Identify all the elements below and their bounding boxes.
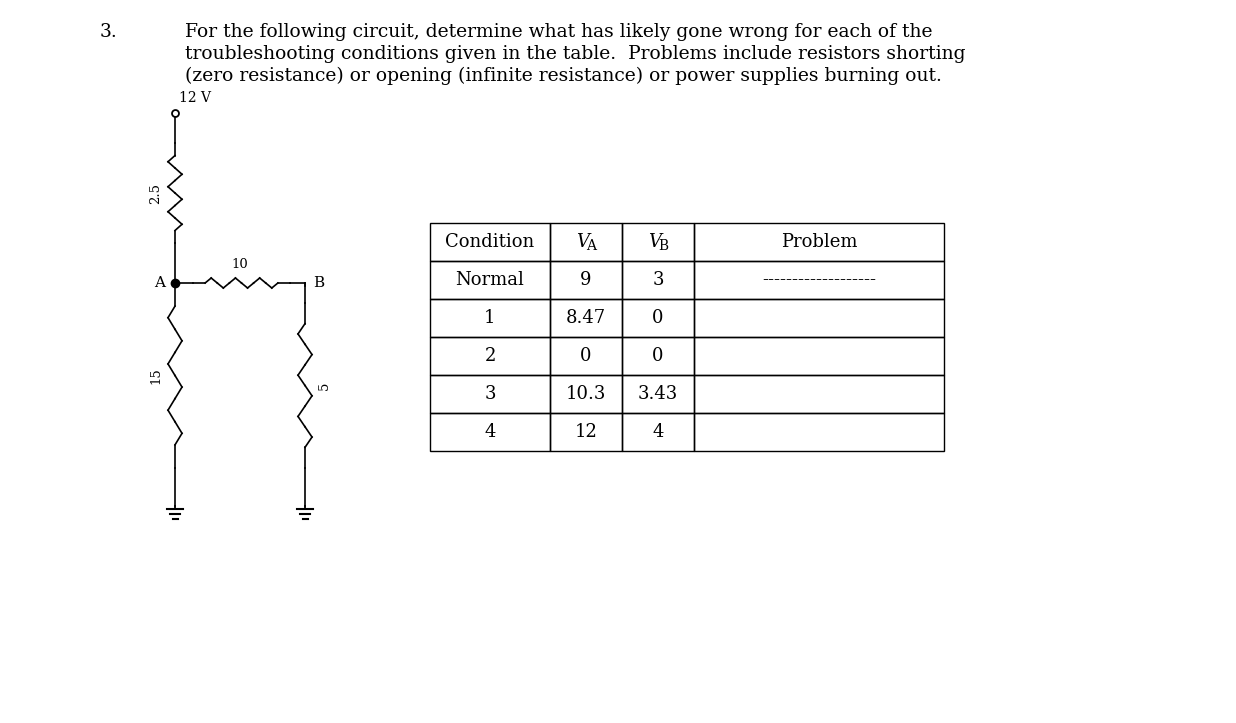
Text: 15: 15 xyxy=(150,367,162,384)
Text: 0: 0 xyxy=(580,347,592,365)
Bar xyxy=(622,261,693,299)
Text: 4: 4 xyxy=(653,423,664,441)
Text: B: B xyxy=(313,276,324,290)
Text: Condition: Condition xyxy=(445,233,535,251)
Bar xyxy=(550,223,622,261)
Text: 4: 4 xyxy=(485,423,496,441)
Text: V: V xyxy=(649,233,661,251)
Bar xyxy=(430,261,550,299)
Text: 2.5: 2.5 xyxy=(150,182,162,203)
Bar xyxy=(550,337,622,375)
Text: 8.47: 8.47 xyxy=(566,309,606,327)
Bar xyxy=(693,337,944,375)
Bar xyxy=(622,337,693,375)
Text: 1: 1 xyxy=(485,309,496,327)
Bar xyxy=(550,261,622,299)
Text: 3.43: 3.43 xyxy=(638,385,679,403)
Text: B: B xyxy=(658,239,669,253)
Text: Problem: Problem xyxy=(781,233,858,251)
Text: 3.: 3. xyxy=(100,23,117,41)
Text: A: A xyxy=(586,239,596,253)
Bar xyxy=(693,413,944,451)
Bar xyxy=(622,299,693,337)
Text: -------------------: ------------------- xyxy=(763,271,876,289)
Bar xyxy=(622,413,693,451)
Text: 5: 5 xyxy=(318,381,331,390)
Text: troubleshooting conditions given in the table.  Problems include resistors short: troubleshooting conditions given in the … xyxy=(185,45,965,63)
Text: 9: 9 xyxy=(580,271,592,289)
Text: (zero resistance) or opening (infinite resistance) or power supplies burning out: (zero resistance) or opening (infinite r… xyxy=(185,67,942,85)
Bar xyxy=(430,375,550,413)
Text: 12: 12 xyxy=(575,423,597,441)
Text: 0: 0 xyxy=(653,309,664,327)
Text: A: A xyxy=(154,276,164,290)
Text: 2: 2 xyxy=(485,347,496,365)
Text: 3: 3 xyxy=(653,271,664,289)
Bar xyxy=(693,223,944,261)
Bar xyxy=(622,223,693,261)
Bar xyxy=(430,223,550,261)
Text: 3: 3 xyxy=(485,385,496,403)
Text: Normal: Normal xyxy=(456,271,524,289)
Text: For the following circuit, determine what has likely gone wrong for each of the: For the following circuit, determine wha… xyxy=(185,23,932,41)
Text: 10: 10 xyxy=(231,258,248,271)
Text: 12 V: 12 V xyxy=(179,91,211,105)
Bar xyxy=(693,299,944,337)
Bar xyxy=(430,337,550,375)
Bar xyxy=(550,299,622,337)
Text: 0: 0 xyxy=(653,347,664,365)
Bar xyxy=(430,299,550,337)
Bar xyxy=(693,375,944,413)
Bar xyxy=(550,413,622,451)
Text: V: V xyxy=(576,233,590,251)
Bar xyxy=(693,261,944,299)
Text: 10.3: 10.3 xyxy=(566,385,606,403)
Bar xyxy=(550,375,622,413)
Bar xyxy=(622,375,693,413)
Bar xyxy=(430,413,550,451)
